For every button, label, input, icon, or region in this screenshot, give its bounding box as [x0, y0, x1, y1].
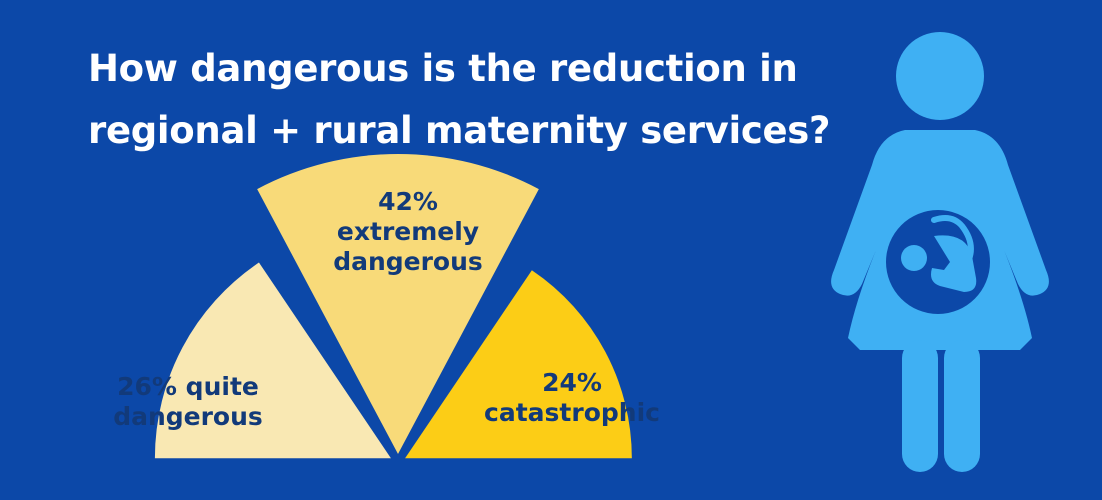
- slice-label-line: 26% quite: [117, 372, 259, 401]
- figure-leg-left: [902, 340, 938, 472]
- womb-circle: [886, 210, 990, 314]
- chart-title-line-2: regional + rural maternity services?: [88, 109, 831, 152]
- slice-label-extremely-dangerous: 42% extremely dangerous: [333, 187, 483, 276]
- figure-leg-right: [944, 340, 980, 472]
- slice-label-line: dangerous: [113, 402, 263, 431]
- slice-quite-dangerous: [154, 262, 391, 459]
- slice-label-line: 42%: [378, 187, 438, 216]
- slice-label-line: dangerous: [333, 247, 483, 276]
- slice-label-catastrophic: 24% catastrophic: [484, 368, 660, 427]
- pregnant-woman-icon: [831, 32, 1049, 472]
- baby-body: [931, 235, 977, 292]
- slice-label-quite-dangerous: 26% quite dangerous: [113, 372, 263, 431]
- slice-label-line: 24%: [542, 368, 602, 397]
- figure-head: [896, 32, 984, 120]
- slice-extremely-dangerous: [257, 154, 539, 454]
- chart-title-line-1: How dangerous is the reduction in: [88, 47, 798, 90]
- baby-icon: [886, 210, 990, 314]
- slice-label-line: catastrophic: [484, 398, 660, 427]
- baby-head: [901, 245, 927, 271]
- chart-title: How dangerous is the reduction in region…: [88, 38, 831, 162]
- chart-slices: [154, 154, 632, 459]
- slice-catastrophic: [405, 270, 632, 459]
- umbilical-cord: [931, 215, 974, 265]
- slice-label-line: extremely: [337, 217, 479, 246]
